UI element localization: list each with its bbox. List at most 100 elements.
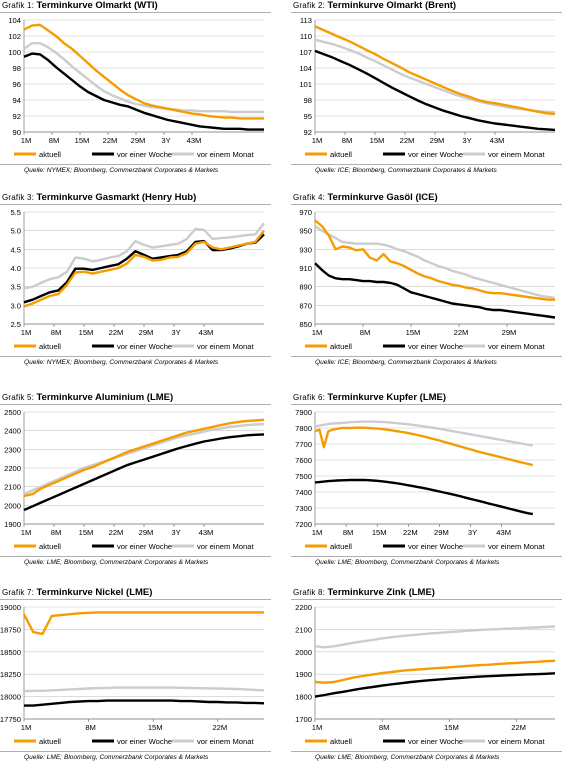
legend-label: vor einem Monat xyxy=(488,150,545,159)
x-tick-label: 22M xyxy=(400,136,415,145)
x-tick-label: 29M xyxy=(139,528,154,537)
y-tick-label: 4.5 xyxy=(10,245,21,254)
source-divider xyxy=(291,164,562,165)
line-chart: 17750 18000 18250 18500 18750 19000 1M 8M 15M 22M… xyxy=(0,603,265,746)
source-note: Quelle: ICE; Bloomberg, Commerzbank Corp… xyxy=(315,359,497,366)
series-line-vor-einem-monat xyxy=(23,42,264,114)
series-line-vor-einem-monat xyxy=(314,420,534,447)
series-line-vor-einem-monat xyxy=(314,625,556,649)
chart-title-prefix: Grafik 2: xyxy=(293,1,328,10)
y-tick-label: 92 xyxy=(13,112,21,121)
x-tick-label: 1M xyxy=(312,328,323,337)
y-tick-label: 970 xyxy=(299,208,312,217)
y-tick-label: 5.0 xyxy=(10,227,21,236)
legend-label: vor einer Woche xyxy=(408,542,463,551)
chart-title-prefix: Grafik 7: xyxy=(2,588,37,597)
x-tick-label: 15M xyxy=(148,723,163,732)
y-tick-label: 17750 xyxy=(0,715,21,724)
x-tick-label: 29M xyxy=(139,328,154,337)
x-tick-label: 8M xyxy=(49,136,60,145)
source-divider xyxy=(0,556,271,557)
y-tick-label: 7600 xyxy=(295,456,312,465)
chart-title: Grafik 6: Terminkurve Kupfer (LME) xyxy=(293,392,446,403)
x-tick-label: 43M xyxy=(199,328,214,337)
line-chart: 1900 2000 2100 2200 2300 2400 2500 1M 8M 15M 22M 29… xyxy=(4,408,265,551)
legend-label: aktuell xyxy=(330,150,352,159)
title-divider xyxy=(291,599,562,600)
x-tick-label: 8M xyxy=(360,328,371,337)
chart-title-prefix: Grafik 3: xyxy=(2,193,37,202)
x-tick-label: 15M xyxy=(79,328,94,337)
y-tick-label: 7800 xyxy=(295,424,312,433)
legend-label: vor einem Monat xyxy=(197,342,254,351)
series-line-vor-einer-woche xyxy=(23,433,265,512)
series-line-aktuell xyxy=(314,219,555,301)
y-tick-label: 3.0 xyxy=(10,301,21,310)
y-tick-label: 4.0 xyxy=(10,264,21,273)
y-tick-label: 2100 xyxy=(4,483,21,492)
x-tick-label: 3Y xyxy=(171,528,180,537)
legend-label: aktuell xyxy=(330,542,352,551)
legend-label: aktuell xyxy=(330,737,352,746)
series-line-vor-einem-monat xyxy=(23,422,265,496)
line-chart: 90 92 94 96 98 100 102 104 1M 8M 15M 22M 29M 3Y 43M akt… xyxy=(8,16,264,159)
chart-title-main: Terminkurve Olmarkt (Brent) xyxy=(327,0,457,11)
x-tick-label: 1M xyxy=(312,723,323,732)
chart-panel-7: Grafik 7: Terminkurve Nickel (LME) 17750 1… xyxy=(0,587,271,777)
y-tick-label: 950 xyxy=(299,227,312,236)
y-tick-label: 2500 xyxy=(4,408,21,417)
chart-title-prefix: Grafik 8: xyxy=(293,588,328,597)
x-tick-label: 22M xyxy=(109,328,124,337)
series-line-vor-einem-monat xyxy=(23,222,265,290)
y-tick-label: 100 xyxy=(8,48,21,57)
chart-title-main: Terminkurve Zink (LME) xyxy=(327,587,435,598)
y-tick-label: 5.5 xyxy=(10,208,21,217)
x-tick-label: 15M xyxy=(372,528,387,537)
source-note: Quelle: ICE; Bloomberg, Commerzbank Corp… xyxy=(315,167,497,174)
y-tick-label: 2200 xyxy=(295,603,312,612)
legend-label: vor einem Monat xyxy=(197,542,254,551)
y-tick-label: 94 xyxy=(13,96,21,105)
source-divider xyxy=(0,751,271,752)
series-line-vor-einer-woche xyxy=(314,262,556,319)
series-line-vor-einer-woche xyxy=(314,478,534,516)
source-note: Quelle: LME; Bloomberg, Commerzbank Corp… xyxy=(24,559,209,566)
x-tick-label: 15M xyxy=(75,136,90,145)
y-tick-label: 870 xyxy=(299,301,312,310)
x-tick-label: 15M xyxy=(79,528,94,537)
y-tick-label: 2200 xyxy=(4,464,21,473)
x-tick-label: 8M xyxy=(342,136,353,145)
source-note: Quelle: LME; Bloomberg, Commerzbank Corp… xyxy=(315,559,500,566)
chart-panel-5: Grafik 5: Terminkurve Aluminium (LME) 190… xyxy=(0,392,271,582)
y-tick-label: 18750 xyxy=(0,625,21,634)
source-divider xyxy=(291,751,562,752)
y-tick-label: 1900 xyxy=(295,670,312,679)
chart-panel-1: Grafik 1: Terminkurve Olmarkt (WTI) 90 92 9… xyxy=(0,0,271,190)
x-tick-label: 22M xyxy=(103,136,118,145)
y-tick-label: 7500 xyxy=(295,472,312,481)
y-tick-label: 890 xyxy=(299,283,312,292)
y-tick-label: 18250 xyxy=(0,670,21,679)
x-tick-label: 43M xyxy=(490,136,505,145)
series-line-aktuell xyxy=(314,426,534,467)
source-note: Quelle: LME; Bloomberg, Commerzbank Corp… xyxy=(24,754,209,761)
y-tick-label: 3.5 xyxy=(10,283,21,292)
y-tick-label: 7700 xyxy=(295,440,312,449)
title-divider xyxy=(291,404,562,405)
chart-title-main: Terminkurve Olmarkt (WTI) xyxy=(36,0,158,11)
y-tick-label: 101 xyxy=(299,80,312,89)
y-tick-label: 18500 xyxy=(0,648,21,657)
y-tick-label: 104 xyxy=(8,16,21,25)
legend-label: vor einem Monat xyxy=(197,150,254,159)
x-tick-label: 1M xyxy=(21,136,32,145)
chart-title-main: Terminkurve Kupfer (LME) xyxy=(327,392,447,403)
y-tick-label: 7900 xyxy=(295,408,312,417)
line-chart: 7200 7300 7400 7500 7600 7700 7800 7900 1M 8M 15M 2… xyxy=(295,408,555,551)
y-tick-label: 2300 xyxy=(4,445,21,454)
x-tick-label: 8M xyxy=(51,328,62,337)
y-tick-label: 850 xyxy=(299,320,312,329)
x-tick-label: 43M xyxy=(199,528,214,537)
y-tick-label: 2000 xyxy=(4,501,21,510)
legend-label: vor einem Monat xyxy=(488,737,545,746)
chart-panel-3: Grafik 3: Terminkurve Gasmarkt (Henry Hu… xyxy=(0,192,271,382)
